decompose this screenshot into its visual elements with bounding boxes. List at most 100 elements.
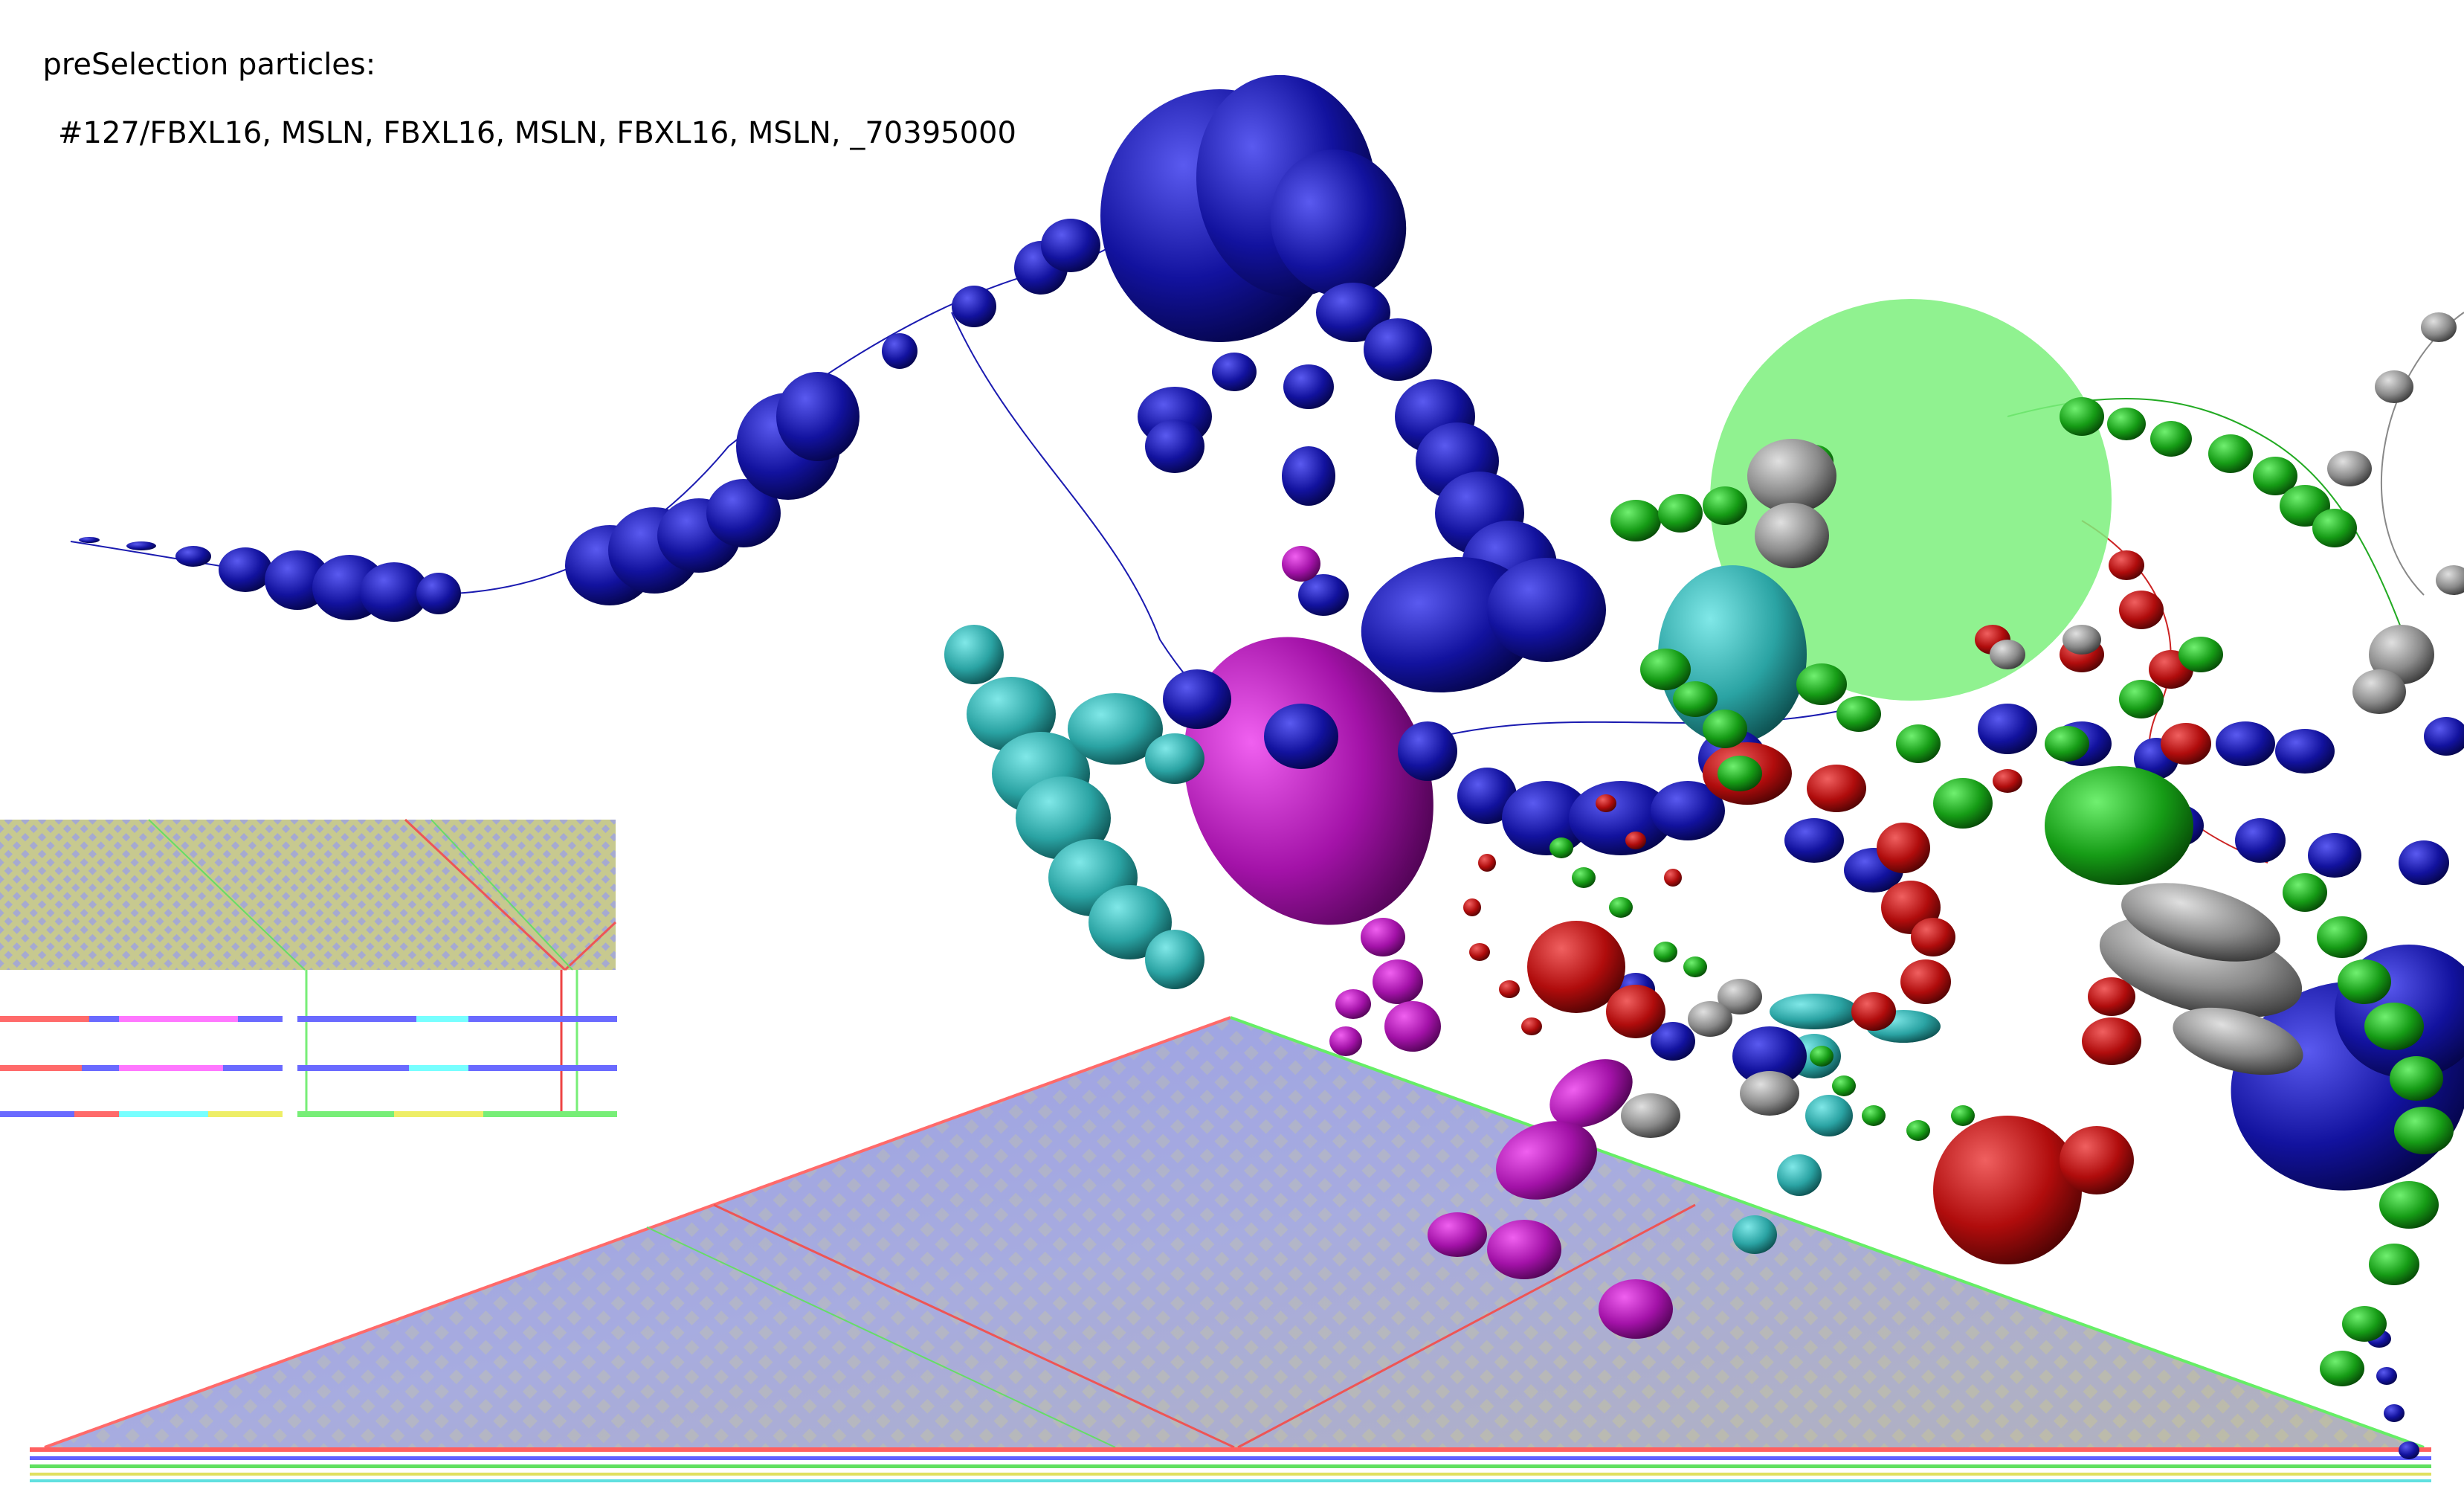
particle-disc [1755,503,1829,568]
particle-disc [1298,574,1349,616]
particle-disc [952,286,996,327]
particle-disc [1361,918,1405,956]
particle-disc [2390,1056,2443,1101]
particle-disc [2121,883,2280,962]
particle-disc [1145,930,1204,989]
particle-disc [2283,873,2327,912]
particle-disc [1911,918,1955,956]
particle-disc [2173,1007,2303,1075]
particle-disc [1364,318,1432,381]
particle-disc [1718,756,1762,791]
selection-sphere-icon[interactable] [1710,299,2112,701]
particle-disc [1906,1120,1930,1141]
particle-disc [1282,446,1335,506]
particle-disc [1703,710,1747,748]
particle-disc [2063,625,2101,655]
particle-disc [2060,1126,2134,1194]
particle-disc [1384,1001,1441,1052]
preselection-list: #127/FBXL16, MSLN, FBXL16, MSLN, FBXL16,… [58,116,1016,150]
particle-disc [1688,1001,1732,1037]
particle-disc [2338,959,2391,1004]
side-heatmap-panel[interactable] [0,818,617,971]
particle-disc [1747,439,1836,513]
particle-disc [2369,1244,2419,1285]
particle-disc [1862,1105,1886,1126]
particle-disc [2376,1367,2397,1385]
particle-disc [1990,640,2025,669]
particle-disc [1784,818,1844,863]
particle-disc [175,546,211,567]
particle-disc [1896,724,1941,763]
particle-disc [1068,693,1163,765]
particle-disc [1993,769,2022,793]
particle-disc [1933,778,1993,829]
particle-disc [79,537,100,543]
track-row-2 [0,1065,617,1071]
particle-disc [360,562,428,622]
side-tracks [0,970,617,1117]
particle-disc [1335,989,1371,1019]
particle-disc [1654,942,1677,962]
particle-disc [2275,729,2335,774]
particle-disc [1145,419,1204,473]
particle-disc [2060,397,2104,436]
particle-disc [1599,1279,1673,1339]
particle-disc [1487,1220,1561,1279]
particle-disc [2119,591,2164,629]
particle-disc [1732,1215,1777,1254]
particle-disc [1609,897,1633,918]
particle-disc [2384,1404,2405,1422]
particle-disc [2369,625,2434,684]
track-row-1 [0,1016,617,1022]
particle-disc [1089,885,1172,959]
particle-disc [1463,898,1481,916]
particle-disc [416,573,461,614]
particle-disc [1651,1022,1695,1061]
particle-disc [2394,1107,2454,1154]
particle-disc [1283,364,1334,409]
particle-disc [1016,776,1111,860]
particle-disc [1041,219,1100,272]
particle-disc [1572,867,1596,888]
particle-disc [1527,921,1625,1013]
particle-disc [2109,550,2144,580]
particle-disc [1596,794,1616,812]
particle-disc [1673,681,1718,717]
particle-disc [1549,1059,1633,1128]
particle-disc [1457,768,1517,824]
particle-disc [1316,283,1390,342]
particle-disc [2399,840,2449,885]
track-row-3 [0,1111,617,1117]
particle-disc [1499,980,1520,998]
particle-disc [1329,1026,1362,1056]
particle-disc [2082,1017,2141,1065]
particle-disc [1851,992,1896,1031]
particle-disc [1478,854,1496,872]
particle-disc [1145,733,1204,784]
particle-disc [2312,509,2357,547]
particle-disc [2107,408,2146,440]
particle-disc [2352,669,2406,714]
particle-disc [1658,494,1703,533]
particle-disc [1810,1046,1834,1067]
particle-disc [2216,721,2275,766]
particle-disc [1569,781,1673,855]
particle-disc [2364,1003,2424,1050]
particle-disc [2379,1181,2439,1229]
particle-disc [1621,1093,1680,1138]
particle-disc [1625,832,1646,849]
particle-disc [1933,1116,2082,1264]
particle-disc [706,479,781,547]
particle-disc [1282,546,1320,582]
particle-disc [1184,637,1433,925]
particle-disc [1496,1121,1597,1200]
particle-disc [1978,704,2037,754]
particle-disc [1212,353,1257,391]
particle-disc [2045,726,2089,762]
particle-disc [1805,1095,1853,1136]
particle-disc [1606,985,1665,1038]
particle-disc [1664,869,1682,887]
particle-disc [2208,434,2253,473]
particle-disc [1163,669,1231,729]
